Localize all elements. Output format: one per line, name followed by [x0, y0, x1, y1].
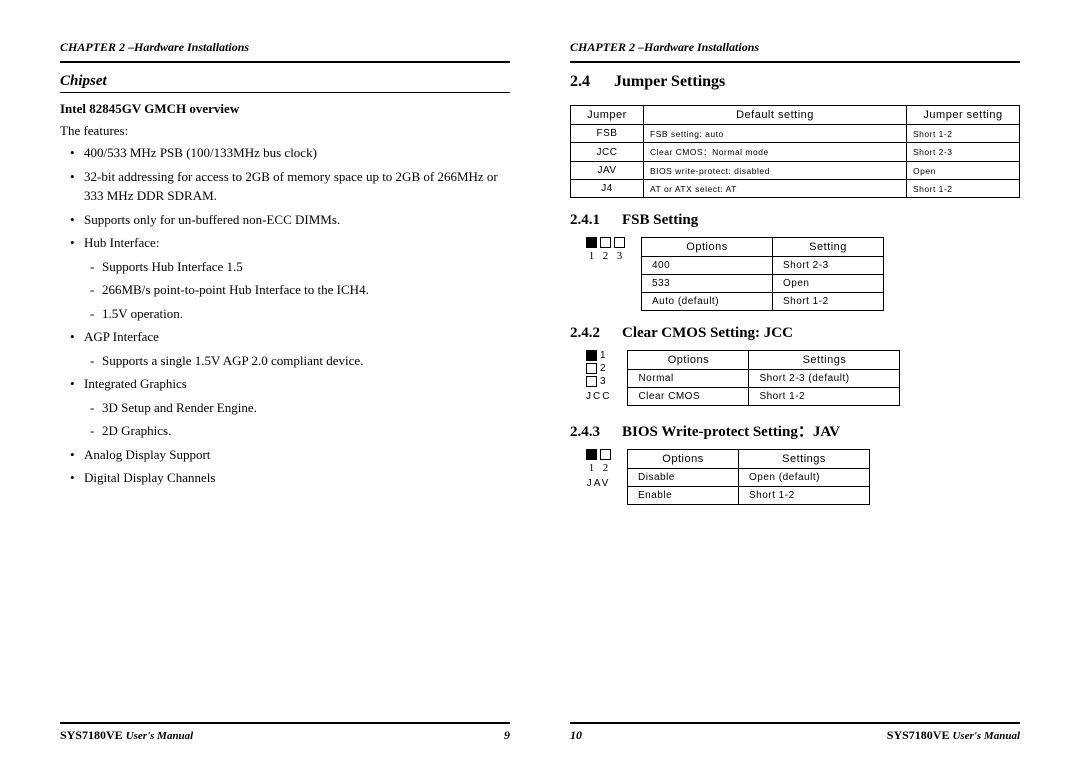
heading-2-4-2-title: Clear CMOS Setting: JCC — [622, 325, 793, 341]
footer-page-left: 9 — [504, 728, 510, 743]
section-title-chipset: Chipset — [60, 73, 510, 90]
footer-manual-left: SYS7180VE User's Manual — [60, 728, 193, 743]
jcc-table: OptionsSettingsNormalShort 2-3 (default)… — [627, 350, 900, 406]
jumper-settings-table: JumperDefault settingJumper settingFSBFS… — [570, 105, 1020, 198]
footer-model-left: SYS7180VE — [60, 728, 123, 742]
jcc-diagram: 123 JCC — [586, 350, 611, 402]
heading-2-4-title: Jumper Settings — [614, 73, 725, 90]
jav-block: 12 JAV OptionsSettingsDisableOpen (defau… — [586, 449, 1020, 505]
feature-item: Hub Interface:Supports Hub Interface 1.5… — [84, 233, 510, 323]
feature-item: Analog Display Support — [84, 445, 510, 465]
footer-model-right: SYS7180VE — [887, 728, 950, 742]
heading-2-4-3-title: BIOS Write-protect Setting：JAV — [622, 424, 840, 440]
heading-2-4-3-num: 2.4.3 — [570, 424, 622, 441]
footer-manual-right: SYS7180VE User's Manual — [887, 728, 1020, 743]
footer-um-left: User's Manual — [126, 730, 194, 742]
fsb-block: 123 OptionsSetting400Short 2-3533OpenAut… — [586, 237, 1020, 311]
features-list: 400/533 MHz PSB (100/133MHz bus clock) 32… — [60, 143, 510, 488]
heading-2-4: 2.4Jumper Settings — [570, 73, 1020, 91]
feature-subitem: Supports a single 1.5V AGP 2.0 compliant… — [102, 351, 510, 371]
feature-subitem: 3D Setup and Render Engine. — [102, 398, 510, 418]
feature-item: Digital Display Channels — [84, 468, 510, 488]
rule-top-left — [60, 61, 510, 63]
feature-subitem: Supports Hub Interface 1.5 — [102, 257, 510, 277]
page-spread: CHAPTER 2 –Hardware Installations Chipse… — [0, 0, 1080, 763]
heading-2-4-1-num: 2.4.1 — [570, 212, 622, 229]
heading-2-4-1: 2.4.1FSB Setting — [570, 212, 1020, 229]
heading-2-4-2: 2.4.2Clear CMOS Setting: JCC — [570, 325, 1020, 342]
page-right: CHAPTER 2 –Hardware Installations 2.4Jum… — [540, 40, 1020, 743]
footer-right: 10 SYS7180VE User's Manual — [570, 722, 1020, 743]
jav-diagram: 12 JAV — [586, 449, 611, 489]
feature-item: 400/533 MHz PSB (100/133MHz bus clock) — [84, 143, 510, 163]
chapter-header-left: CHAPTER 2 –Hardware Installations — [60, 40, 510, 55]
feature-item: 32-bit addressing for access to 2GB of m… — [84, 167, 510, 206]
jav-table: OptionsSettingsDisableOpen (default)Enab… — [627, 449, 870, 505]
sub-title-gmch: Intel 82845GV GMCH overview — [60, 101, 510, 117]
footer-um-right: User's Manual — [952, 730, 1020, 742]
feature-subitem: 266MB/s point-to-point Hub Interface to … — [102, 280, 510, 300]
feature-item: Integrated Graphics3D Setup and Render E… — [84, 374, 510, 441]
feature-item: Supports only for un-buffered non-ECC DI… — [84, 210, 510, 230]
feature-subitem: 1.5V operation. — [102, 304, 510, 324]
heading-2-4-1-title: FSB Setting — [622, 212, 698, 228]
page-left: CHAPTER 2 –Hardware Installations Chipse… — [60, 40, 540, 743]
features-intro: The features: — [60, 123, 510, 139]
fsb-diagram: 123 — [586, 237, 625, 262]
footer-page-right: 10 — [570, 728, 582, 743]
fsb-table: OptionsSetting400Short 2-3533OpenAuto (d… — [641, 237, 884, 311]
chapter-header-right: CHAPTER 2 –Hardware Installations — [570, 40, 1020, 55]
rule-mid-left — [60, 92, 510, 93]
jcc-block: 123 JCC OptionsSettingsNormalShort 2-3 (… — [586, 350, 1020, 406]
heading-2-4-3: 2.4.3BIOS Write-protect Setting：JAV — [570, 420, 1020, 441]
feature-subitem: 2D Graphics. — [102, 421, 510, 441]
heading-2-4-num: 2.4 — [570, 73, 614, 91]
jav-label: JAV — [586, 478, 611, 489]
rule-top-right — [570, 61, 1020, 63]
right-content: CHAPTER 2 –Hardware Installations 2.4Jum… — [570, 40, 1020, 722]
jcc-label: JCC — [586, 391, 611, 402]
footer-left: SYS7180VE User's Manual 9 — [60, 722, 510, 743]
left-content: CHAPTER 2 –Hardware Installations Chipse… — [60, 40, 510, 722]
heading-2-4-2-num: 2.4.2 — [570, 325, 622, 342]
feature-item: AGP InterfaceSupports a single 1.5V AGP … — [84, 327, 510, 370]
